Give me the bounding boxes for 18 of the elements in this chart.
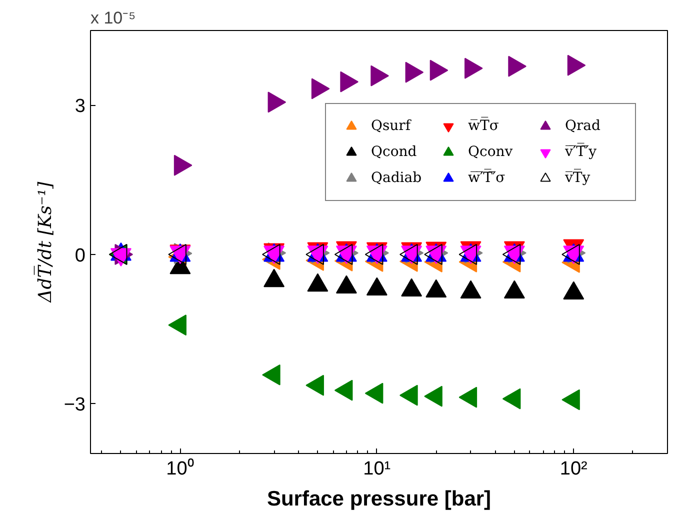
y-axis-title: ΔdT̅/dt [Ks⁻¹] (34, 180, 56, 304)
x-axis-title: Surface pressure [bar] (266, 488, 492, 510)
x-tick-label: 10⁰ (166, 458, 194, 480)
legend-label: Qsurf (371, 118, 412, 134)
x-tick-label: 10¹ (363, 458, 391, 480)
y-tick-label: 0 (74, 245, 86, 266)
y-tick-label: 3 (74, 96, 86, 118)
y-tick-label: −3 (64, 394, 86, 416)
legend-label: v̅T̅y (565, 170, 592, 186)
legend-label: Qadiab (371, 170, 423, 186)
x-tick-label: 10² (560, 458, 588, 480)
legend-label: w̅′̅T̅′̅σ (468, 170, 506, 186)
legend-label: Qconv (468, 144, 514, 160)
legend-label: w̅T̅σ (468, 118, 500, 134)
legend-label: Qcond (371, 144, 418, 160)
text: x 10⁻⁵ (90, 8, 136, 28)
legend-label: v̅′̅T̅′̅y (565, 144, 598, 160)
legend-label: Qrad (565, 118, 602, 134)
